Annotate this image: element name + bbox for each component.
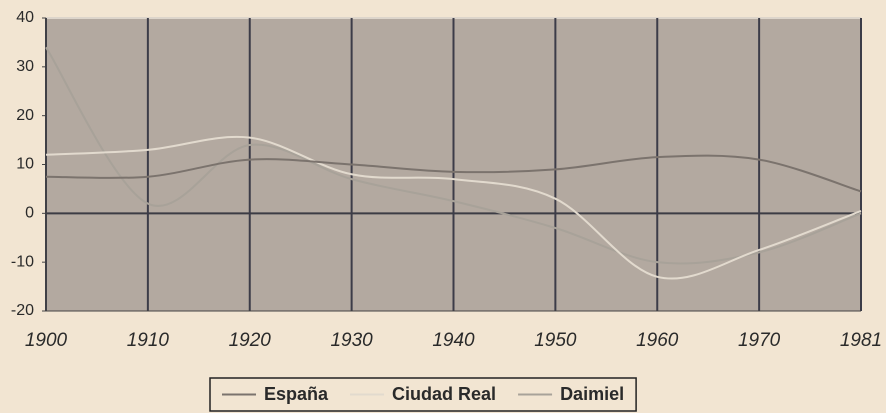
- y-tick-label: -10: [11, 253, 34, 270]
- y-tick-label: 0: [25, 205, 34, 222]
- legend-box: [209, 377, 637, 412]
- x-tick-label: 1940: [432, 330, 475, 351]
- x-tick-label: 1960: [636, 330, 679, 351]
- y-tick-label: 30: [16, 58, 34, 75]
- legend-label: Ciudad Real: [392, 384, 496, 404]
- legend-label: Daimiel: [560, 384, 624, 404]
- legend-label: España: [264, 384, 329, 404]
- y-tick-label: 20: [16, 107, 34, 124]
- x-tick-label: 1970: [738, 330, 781, 351]
- x-tick-label: 1910: [127, 330, 170, 351]
- line-series: [45, 135, 862, 280]
- y-tick-label: 40: [16, 9, 34, 26]
- x-tick-label: 1930: [330, 330, 373, 351]
- x-tick-label: 1920: [229, 330, 272, 351]
- x-tick-label: 1950: [534, 330, 577, 351]
- y-tick-label: -20: [11, 302, 34, 319]
- line-series: [45, 46, 862, 265]
- x-tick-label: 1981: [840, 330, 882, 351]
- line-series: [45, 154, 862, 193]
- x-tick-label: 1900: [25, 330, 68, 351]
- legend: España Ciudad Real Daimiel: [209, 377, 637, 412]
- y-tick-label: 10: [16, 156, 34, 173]
